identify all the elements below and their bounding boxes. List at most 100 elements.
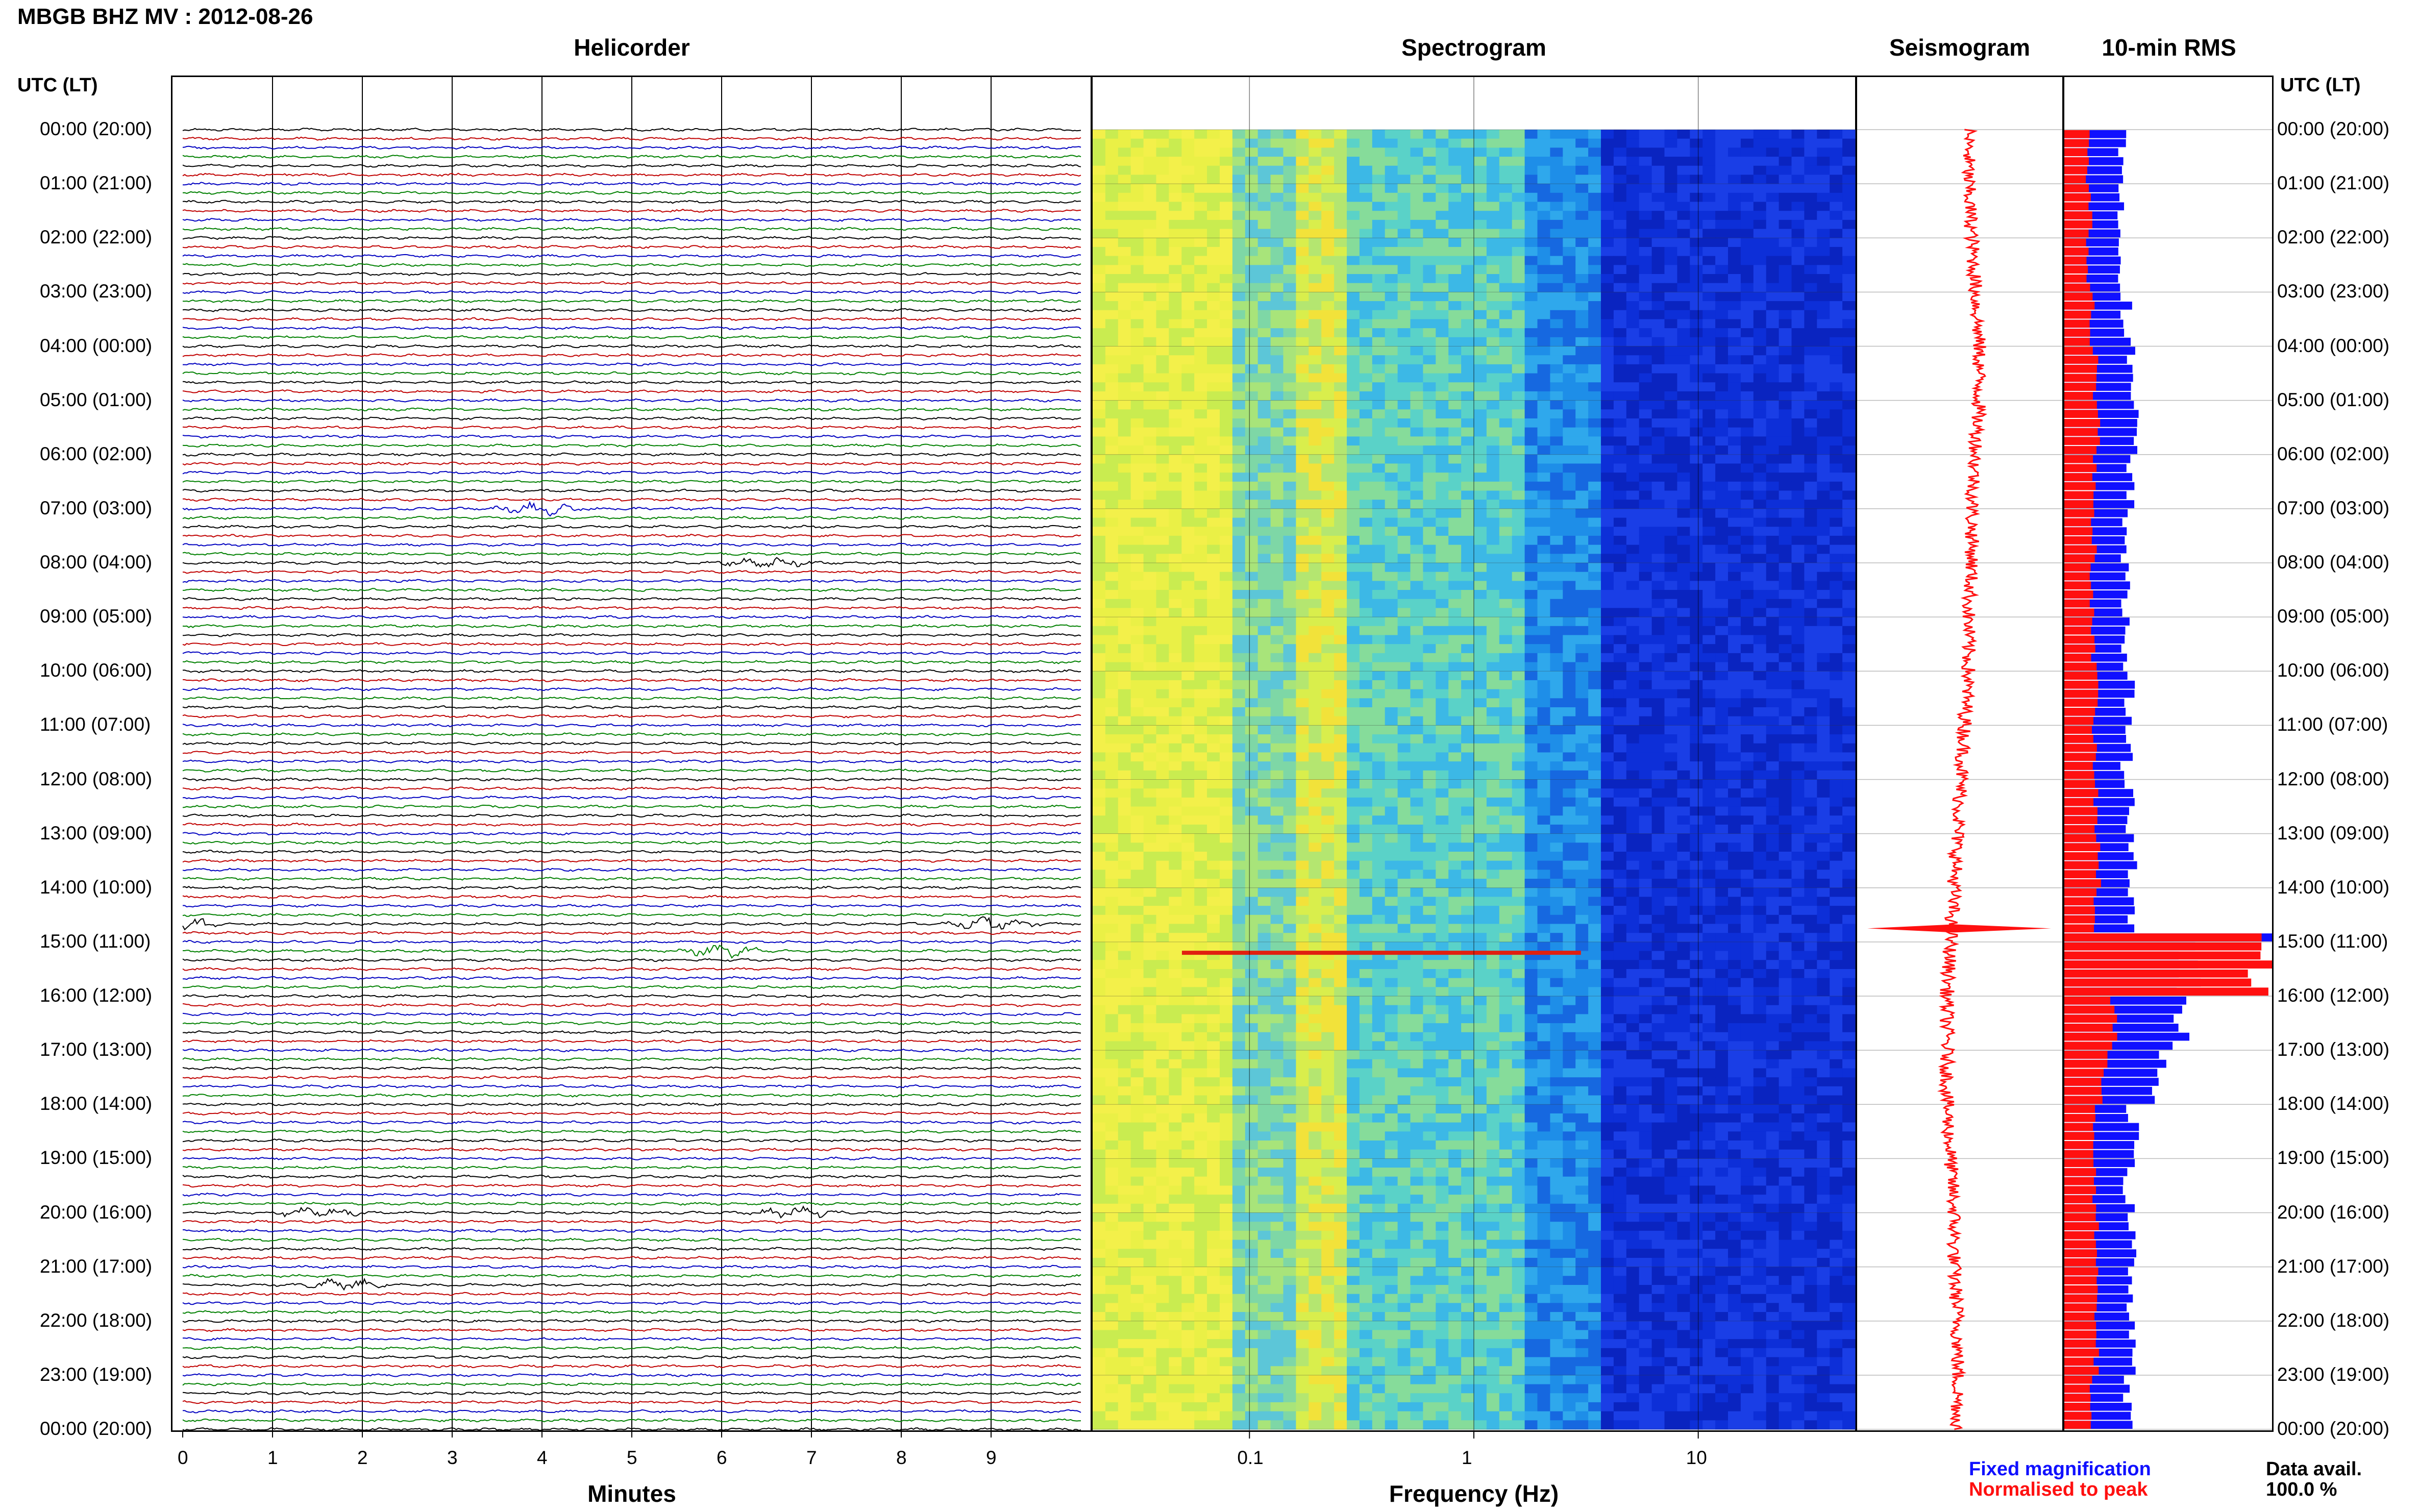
- rms-bar-normalised: [2064, 816, 2097, 824]
- rms-bar-normalised: [2064, 699, 2098, 707]
- time-label-left: 17:00 (13:00): [40, 1039, 153, 1060]
- rms-bar-normalised: [2064, 256, 2087, 265]
- time-label-right: 04:00 (00:00): [2277, 335, 2390, 356]
- helicorder-trace: [182, 263, 1081, 267]
- rms-bar-normalised: [2064, 500, 2093, 508]
- helicorder-trace: [182, 1220, 1081, 1224]
- rms-bar-normalised: [2064, 1384, 2090, 1393]
- rms-bar-normalised: [2064, 825, 2095, 833]
- helicorder-trace: [182, 452, 1081, 457]
- rms-bar-normalised: [2064, 861, 2099, 870]
- time-label-right: 00:00 (20:00): [2277, 1418, 2390, 1439]
- rms-bar-normalised: [2064, 1249, 2097, 1257]
- rms-bar-normalised: [2064, 680, 2099, 689]
- rms-bar-normalised: [2064, 1213, 2096, 1222]
- helicorder-trace: [182, 741, 1081, 746]
- rms-bar-normalised: [2064, 1177, 2094, 1185]
- time-label-left: 03:00 (23:00): [40, 281, 153, 302]
- helicorder-trace: [182, 552, 1081, 556]
- helicorder-trace: [182, 136, 1081, 141]
- time-label-left: 05:00 (01:00): [40, 389, 153, 410]
- time-label-left: 04:00 (00:00): [40, 335, 153, 356]
- helicorder-trace: [182, 1093, 1081, 1098]
- time-label-left: 22:00 (18:00): [40, 1309, 153, 1331]
- rms-bar-normalised: [2064, 283, 2090, 292]
- helicorder-trace: [182, 768, 1081, 773]
- rms-bar-normalised: [2064, 437, 2100, 445]
- helicorder-trace: [182, 1156, 1081, 1161]
- rms-bar-normalised: [2064, 997, 2110, 1005]
- rms-bar-normalised: [2064, 374, 2096, 382]
- rms-bar-normalised: [2064, 202, 2089, 211]
- helicorder-trace: [182, 1120, 1081, 1125]
- rms-bar-normalised: [2064, 130, 2090, 138]
- helicorder-trace: [182, 1237, 1081, 1242]
- rms-bar-normalised: [2064, 193, 2091, 202]
- rms-bar-normalised: [2064, 951, 2261, 960]
- helicorder-trace: [182, 172, 1081, 177]
- rms-bar-normalised: [2064, 942, 2262, 951]
- helicorder-trace: [182, 542, 1081, 547]
- time-label-right: 14:00 (10:00): [2277, 876, 2390, 898]
- helicorder-tick-label: 6: [717, 1447, 727, 1468]
- rms-bar-normalised: [2064, 247, 2089, 256]
- rms-bar-normalised: [2064, 653, 2091, 662]
- rms-bar-normalised: [2064, 1024, 2113, 1032]
- helicorder-trace: [182, 209, 1081, 213]
- helicorder-trace: [182, 1427, 1081, 1432]
- helicorder-trace: [183, 1228, 1081, 1233]
- helicorder-trace: [182, 687, 1081, 691]
- helicorder-plot: [182, 77, 1081, 1437]
- page-title: MBGB BHZ MV : 2012-08-26: [17, 4, 313, 29]
- rms-bar-normalised: [2064, 608, 2094, 617]
- time-label-right: 15:00 (11:00): [2277, 930, 2388, 952]
- rms-bar-normalised: [2064, 1303, 2097, 1312]
- time-label-right: 03:00 (23:00): [2277, 281, 2390, 302]
- rms-bar-normalised: [2064, 753, 2096, 761]
- helicorder-trace: [182, 822, 1081, 827]
- time-label-left: 16:00 (12:00): [40, 985, 153, 1006]
- rms-bar-normalised: [2064, 1032, 2117, 1041]
- rms-bar-normalised: [2064, 1367, 2099, 1375]
- helicorder-trace: [182, 1346, 1081, 1350]
- rms-bar-normalised: [2064, 563, 2091, 572]
- helicorder-trace: [182, 1147, 1081, 1152]
- helicorder-trace: [182, 840, 1081, 845]
- rms-bar-normalised: [2064, 1240, 2096, 1249]
- rms-bar-normalised: [2064, 545, 2097, 554]
- seismogram-event-spike: [1867, 924, 2051, 933]
- helicorder-trace: [182, 858, 1081, 863]
- rms-bar-normalised: [2064, 410, 2098, 418]
- data-avail-label: Data avail.: [2266, 1458, 2362, 1480]
- helicorder-trace: [182, 145, 1081, 150]
- rms-bar-normalised: [2064, 1321, 2096, 1330]
- helicorder-trace: [182, 290, 1081, 294]
- rms-bar-normalised: [2064, 933, 2262, 941]
- helicorder-trace: [182, 831, 1081, 836]
- utc-label-left: UTC (LT): [17, 75, 98, 96]
- rms-bar-normalised: [2064, 1231, 2094, 1240]
- helicorder-trace: [182, 1174, 1081, 1179]
- helicorder-title: Helicorder: [574, 34, 690, 61]
- rms-bar-normalised: [2064, 924, 2094, 933]
- helicorder-trace: [182, 501, 1081, 517]
- rms-bar-normalised: [2064, 672, 2097, 680]
- time-label-left: 00:00 (20:00): [40, 118, 153, 139]
- helicorder-trace: [182, 633, 1081, 637]
- rms-bar-normalised: [2064, 1195, 2093, 1203]
- helicorder-trace: [182, 1003, 1081, 1007]
- rms-bar-normalised: [2064, 780, 2095, 788]
- helicorder-trace: [182, 488, 1081, 493]
- rms-bar-normalised: [2064, 626, 2091, 635]
- rms-bar-normalised: [2064, 1285, 2098, 1294]
- rms-title: 10-min RMS: [2102, 34, 2236, 61]
- rms-bar-normalised: [2064, 554, 2095, 562]
- helicorder-tick-label: 7: [806, 1447, 817, 1468]
- rms-bar-normalised: [2064, 518, 2091, 527]
- rms-bar-normalised: [2064, 735, 2093, 743]
- rms-bar-normalised: [2064, 346, 2093, 355]
- helicorder-trace: [182, 1048, 1081, 1053]
- helicorder-trace: [182, 227, 1081, 231]
- rms-bar-normalised: [2064, 509, 2094, 517]
- rms-bar-normalised: [2064, 1141, 2093, 1149]
